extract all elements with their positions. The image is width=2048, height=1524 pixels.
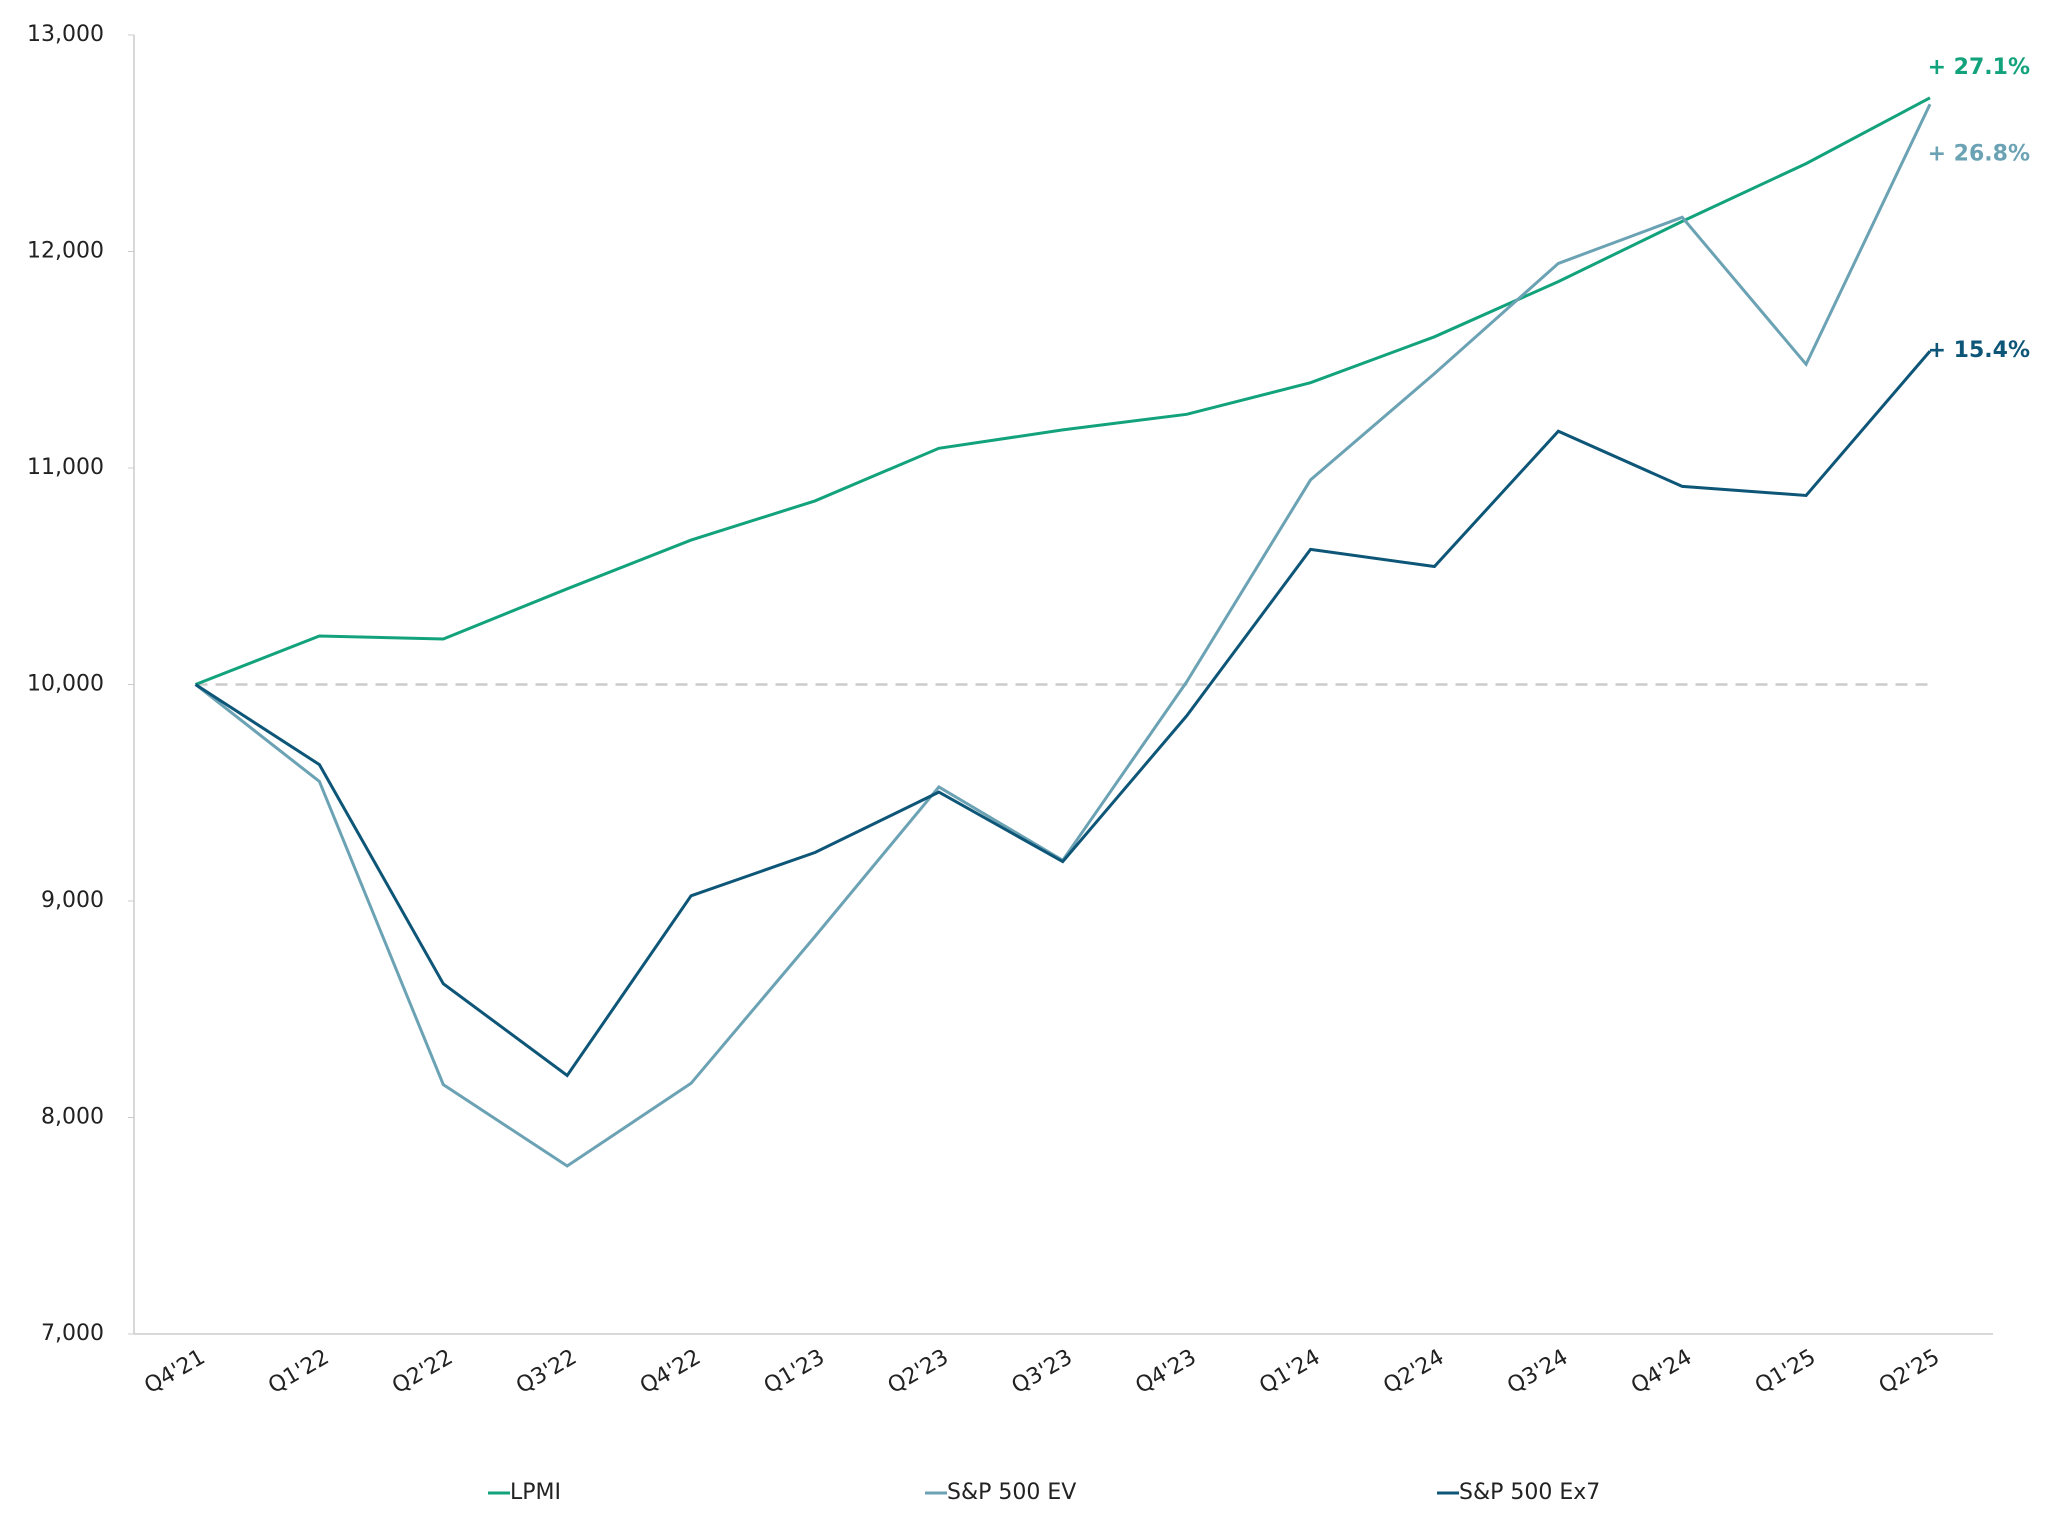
- x-tick-label: Q1'23: [760, 1345, 829, 1399]
- end-label: + 26.8%: [1928, 141, 2030, 166]
- legend-label: LPMI: [510, 1480, 561, 1505]
- x-tick-label: Q4'23: [1132, 1345, 1201, 1399]
- y-tick-label: 12,000: [27, 239, 104, 264]
- x-tick-label: Q3'22: [512, 1345, 581, 1399]
- x-tick-label: Q4'21: [140, 1345, 209, 1399]
- y-tick-label: 10,000: [27, 672, 104, 697]
- x-tick-label: Q1'25: [1751, 1345, 1820, 1399]
- x-tick-label: Q2'22: [388, 1345, 457, 1399]
- x-tick-label: Q3'24: [1503, 1345, 1572, 1399]
- x-tick-label: Q2'25: [1875, 1345, 1944, 1399]
- x-tick-label: Q3'23: [1008, 1345, 1077, 1399]
- y-tick-label: 11,000: [27, 455, 104, 480]
- y-tick-label: 13,000: [27, 22, 104, 47]
- x-tick-label: Q4'22: [636, 1345, 705, 1399]
- x-tick-label: Q1'24: [1255, 1345, 1324, 1399]
- x-tick-label: Q2'23: [884, 1345, 953, 1399]
- y-tick-label: 8,000: [41, 1105, 104, 1130]
- y-tick-label: 7,000: [41, 1321, 104, 1346]
- legend-label: S&P 500 Ex7: [1459, 1480, 1600, 1505]
- series-line: [194, 96, 1931, 686]
- legend-label: S&P 500 EV: [947, 1480, 1076, 1505]
- x-tick-label: Q2'24: [1379, 1345, 1448, 1399]
- y-tick-label: 9,000: [41, 888, 104, 913]
- x-tick-label: Q1'22: [264, 1345, 333, 1399]
- x-tick-label: Q4'24: [1627, 1345, 1696, 1399]
- end-label: + 15.4%: [1928, 338, 2030, 363]
- end-label: + 27.1%: [1928, 55, 2030, 80]
- series-line: [194, 350, 1932, 1078]
